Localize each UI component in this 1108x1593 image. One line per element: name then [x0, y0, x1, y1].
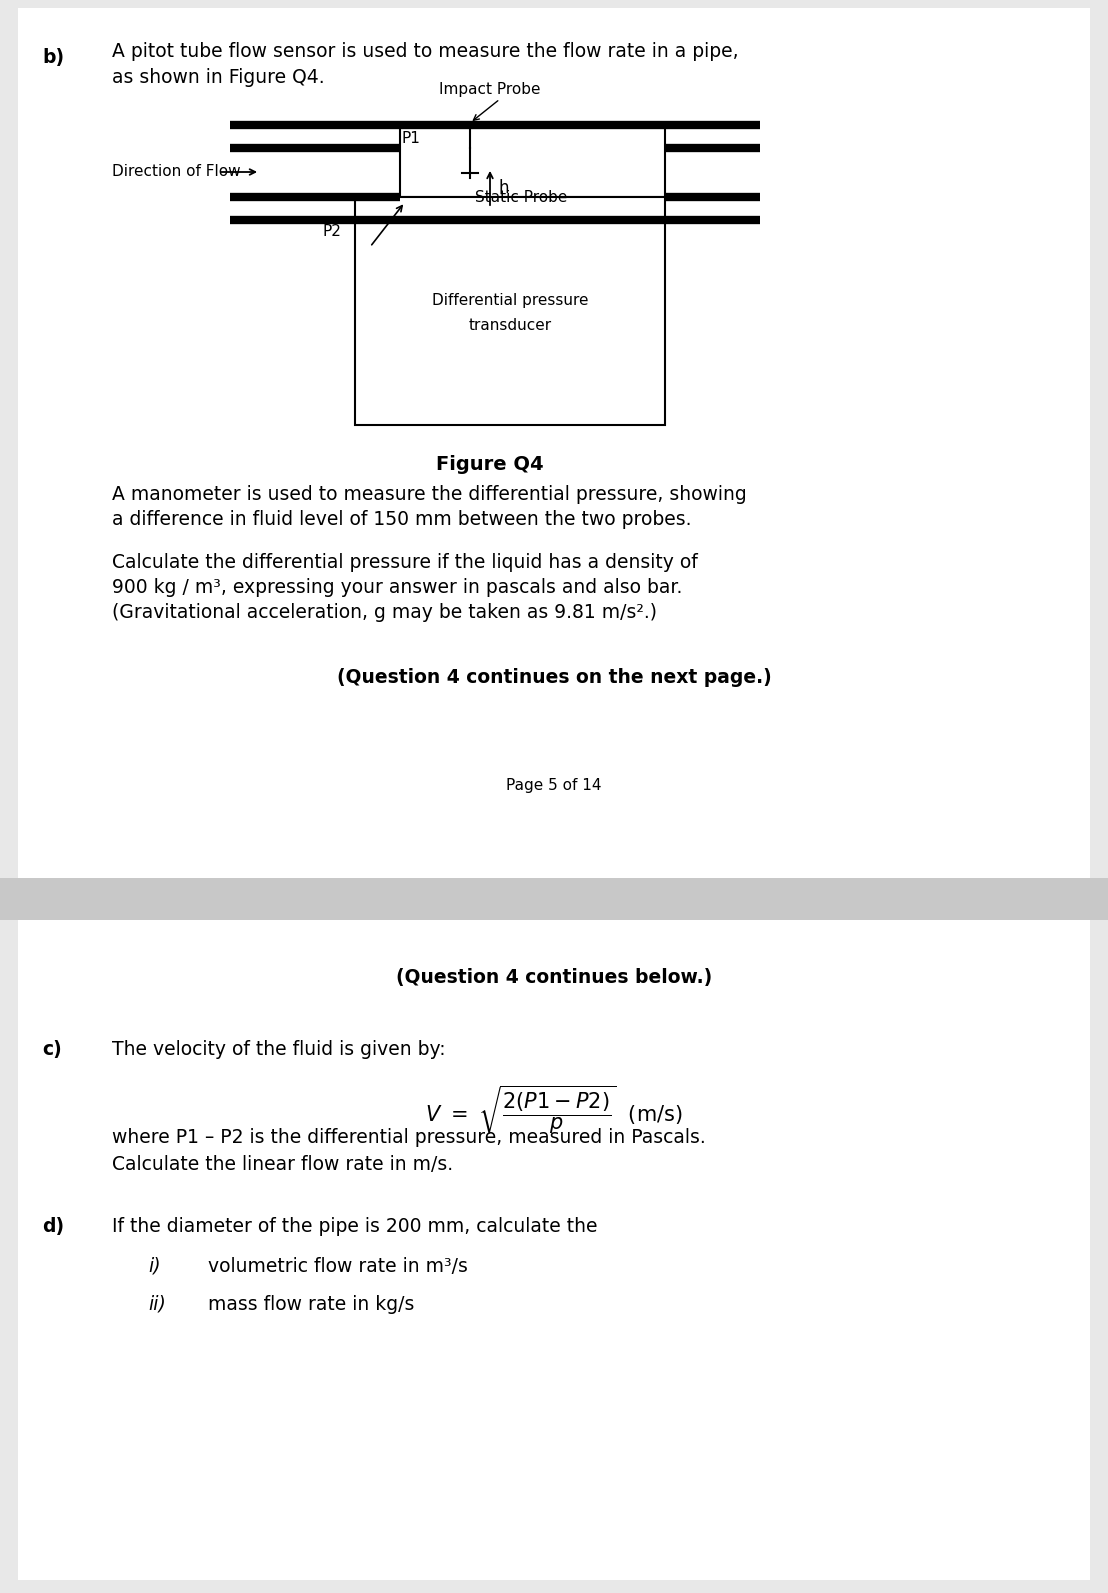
Text: Calculate the differential pressure if the liquid has a density of: Calculate the differential pressure if t…	[112, 553, 698, 572]
Text: The velocity of the fluid is given by:: The velocity of the fluid is given by:	[112, 1040, 445, 1059]
Bar	[400, 124, 665, 198]
Text: A manometer is used to measure the differential pressure, showing: A manometer is used to measure the diffe…	[112, 484, 747, 503]
Text: 900 kg / m³, expressing your answer in pascals and also bar.: 900 kg / m³, expressing your answer in p…	[112, 578, 683, 597]
Text: mass flow rate in kg/s: mass flow rate in kg/s	[208, 1295, 414, 1314]
Bar	[0, 878, 1108, 921]
Bar	[355, 198, 665, 425]
Text: P1: P1	[401, 131, 420, 147]
Text: Static Probe: Static Probe	[475, 191, 567, 205]
Text: h: h	[497, 178, 509, 198]
Text: d): d)	[42, 1217, 64, 1236]
Text: (Question 4 continues below.): (Question 4 continues below.)	[396, 969, 712, 988]
Text: Calculate the linear flow rate in m/s.: Calculate the linear flow rate in m/s.	[112, 1155, 453, 1174]
Text: (Question 4 continues on the next page.): (Question 4 continues on the next page.)	[337, 667, 771, 687]
Bar	[18, 8, 1090, 878]
Text: ii): ii)	[148, 1295, 166, 1314]
Text: volumetric flow rate in m³/s: volumetric flow rate in m³/s	[208, 1257, 468, 1276]
Bar	[18, 921, 1090, 1580]
Text: If the diameter of the pipe is 200 mm, calculate the: If the diameter of the pipe is 200 mm, c…	[112, 1217, 597, 1236]
Text: Page 5 of 14: Page 5 of 14	[506, 777, 602, 793]
Text: A pitot tube flow sensor is used to measure the flow rate in a pipe,: A pitot tube flow sensor is used to meas…	[112, 41, 739, 61]
Text: transducer: transducer	[469, 319, 552, 333]
Text: i): i)	[148, 1257, 161, 1276]
Text: Differential pressure: Differential pressure	[432, 293, 588, 309]
Text: P2: P2	[322, 225, 341, 239]
Text: Figure Q4: Figure Q4	[437, 456, 544, 475]
Text: Direction of Flow: Direction of Flow	[112, 164, 240, 180]
Text: b): b)	[42, 48, 64, 67]
Text: Impact Probe: Impact Probe	[439, 81, 541, 97]
Text: c): c)	[42, 1040, 62, 1059]
Text: a difference in fluid level of 150 mm between the two probes.: a difference in fluid level of 150 mm be…	[112, 510, 691, 529]
Text: (Gravitational acceleration, g may be taken as 9.81 m/s².): (Gravitational acceleration, g may be ta…	[112, 604, 657, 621]
Text: where P1 – P2 is the differential pressure, measured in Pascals.: where P1 – P2 is the differential pressu…	[112, 1128, 706, 1147]
Text: as shown in Figure Q4.: as shown in Figure Q4.	[112, 68, 325, 88]
Text: $V\ =\ \sqrt{\dfrac{2(P1-P2)}{p}}\ \ \mathrm{(m/s)}$: $V\ =\ \sqrt{\dfrac{2(P1-P2)}{p}}\ \ \ma…	[425, 1083, 683, 1136]
